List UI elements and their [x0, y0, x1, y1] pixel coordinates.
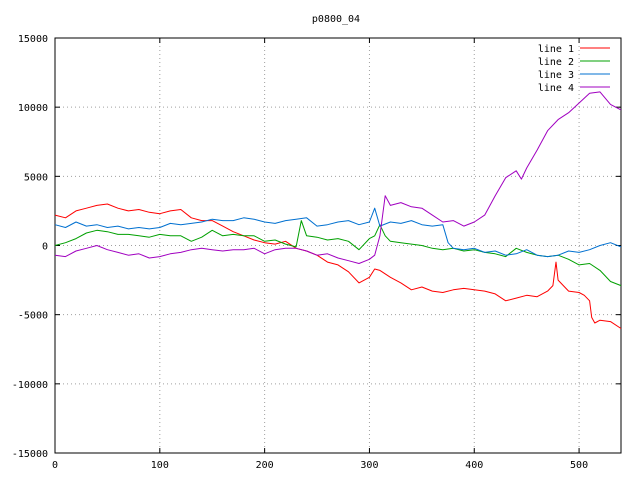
x-tick-label: 0: [52, 460, 58, 471]
series-line-3: [54, 207, 622, 258]
legend-label: line 4: [538, 83, 574, 94]
x-tick-label: 300: [360, 460, 378, 471]
x-tick-label: 400: [465, 460, 483, 471]
series-line-2: [54, 220, 622, 287]
y-tick-label: -10000: [12, 380, 48, 391]
x-tick-label: 500: [570, 460, 588, 471]
y-tick-label: 10000: [18, 103, 48, 114]
legend: line 1 line 2 line 3 line 4: [538, 44, 610, 94]
y-tick-label: 0: [42, 242, 48, 253]
x-tick-label: 200: [256, 460, 274, 471]
y-tick-label: -5000: [18, 311, 48, 322]
legend-label: line 2: [538, 57, 574, 68]
series-lines: [54, 91, 622, 329]
chart-title: p0800_04: [312, 14, 360, 25]
x-tick-label: 100: [151, 460, 169, 471]
y-tick-label: 15000: [18, 34, 48, 45]
axis-ticks: 0 100 200 300 400 500 -15000 -10000 -5000 0 5000 10…: [12, 34, 621, 471]
series-line-1: [54, 203, 622, 329]
legend-label: line 1: [538, 44, 574, 55]
y-tick-label: 5000: [24, 172, 48, 183]
legend-label: line 3: [538, 70, 574, 81]
grid: [55, 38, 621, 453]
series-line-4: [54, 91, 622, 264]
y-tick-label: -15000: [12, 449, 48, 460]
